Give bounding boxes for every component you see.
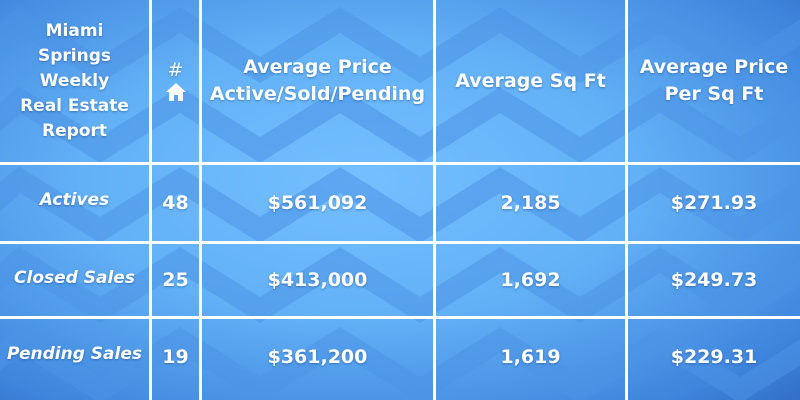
grid-line-vertical <box>625 0 628 400</box>
pending-sales-count: 19 <box>162 346 189 368</box>
count-symbol: # <box>167 59 184 81</box>
report-title-line: Springs <box>37 45 111 66</box>
closed-sales-avg-sqft: 1,692 <box>500 269 561 291</box>
avg-price-header-line: Active/Sold/Pending <box>209 83 426 105</box>
pending-sales-avg-sqft: 1,619 <box>500 346 561 368</box>
avg-price-header-line: Average Price <box>243 56 392 78</box>
grid-line-vertical <box>433 0 436 400</box>
closed-sales-avg-price: $413,000 <box>267 269 368 291</box>
actives-avg-sqft: 2,185 <box>500 192 561 214</box>
actives-avg-price: $561,092 <box>267 192 368 214</box>
avg-price-column-header: Average Price Active/Sold/Pending <box>202 0 433 162</box>
row-label-actives: Actives <box>39 190 110 210</box>
grid-line-vertical <box>199 0 202 400</box>
home-icon <box>165 83 186 101</box>
row-label-pending-sales: Pending Sales <box>6 344 142 364</box>
pending-sales-avg-price: $361,200 <box>267 346 368 368</box>
grid-line-horizontal <box>0 316 800 319</box>
report-title-line: Miami <box>45 20 104 41</box>
report-title: Miami Springs Weekly Real Estate Report <box>0 0 149 162</box>
actives-price-per-sqft: $271.93 <box>670 192 758 214</box>
closed-sales-count: 25 <box>162 269 189 291</box>
report-title-line: Report <box>42 120 107 141</box>
grid-line-horizontal <box>0 241 800 244</box>
price-per-sqft-column-header: Average Price Per Sq Ft <box>628 0 800 162</box>
report-title-line: Weekly <box>39 70 110 91</box>
price-per-sqft-header-line: Average Price <box>639 56 789 78</box>
count-column-header: # <box>152 0 199 162</box>
price-per-sqft-header-line: Per Sq Ft <box>664 83 764 105</box>
report-title-line: Real Estate <box>20 95 129 116</box>
grid-line-vertical <box>149 0 152 400</box>
actives-count: 48 <box>162 192 189 214</box>
closed-sales-price-per-sqft: $249.73 <box>670 269 758 291</box>
avg-sqft-column-header: Average Sq Ft <box>436 0 625 162</box>
grid-line-horizontal <box>0 162 800 165</box>
row-label-closed-sales: Closed Sales <box>14 268 135 288</box>
avg-sqft-header-label: Average Sq Ft <box>455 69 606 92</box>
pending-sales-price-per-sqft: $229.31 <box>670 346 758 368</box>
